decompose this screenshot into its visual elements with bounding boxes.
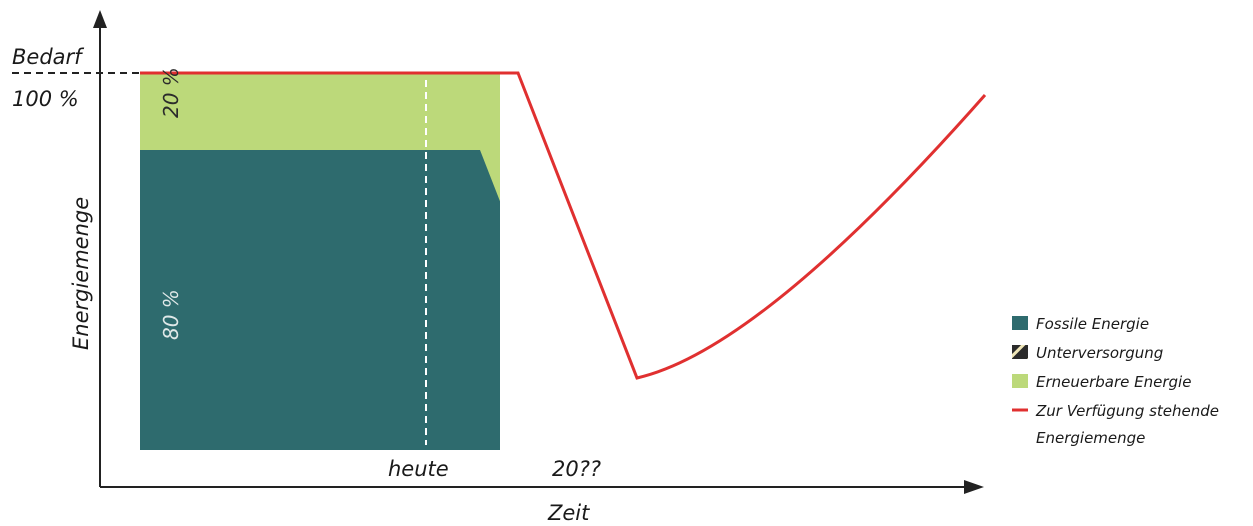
y-axis-label: Energiemenge <box>69 197 93 350</box>
future-label: 20?? <box>552 457 601 481</box>
x-axis-label: Zeit <box>547 501 590 525</box>
y-arrow <box>93 10 107 28</box>
available-line <box>140 71 987 380</box>
legend-swatch <box>1012 316 1028 330</box>
fade-overlay <box>500 60 990 455</box>
legend-label: Zur Verfügung stehende <box>1035 402 1219 420</box>
fossil-area <box>140 150 597 450</box>
legend-label: Unterversorgung <box>1036 344 1163 362</box>
legend-label: Energiemenge <box>1036 429 1145 447</box>
full-label: 100 % <box>12 87 79 111</box>
legend-label: Fossile Energie <box>1036 315 1149 333</box>
x-arrow <box>964 480 984 494</box>
legend-label: Erneuerbare Energie <box>1036 373 1191 391</box>
demand-label: Bedarf <box>12 45 85 69</box>
fossil-share: 80 % <box>159 289 183 340</box>
legend-swatch <box>1012 345 1028 359</box>
legend-swatch <box>1012 374 1028 388</box>
renewable-share: 20 % <box>159 67 183 118</box>
today-label: heute <box>388 457 449 481</box>
